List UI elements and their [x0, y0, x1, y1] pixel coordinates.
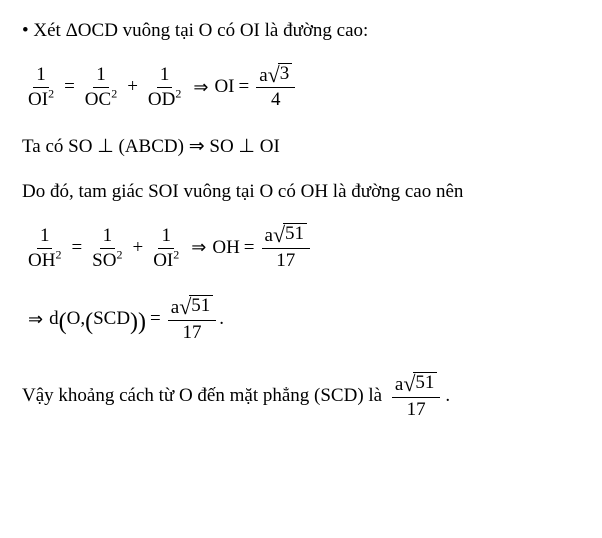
denom-base: SO: [92, 250, 116, 271]
equals: =: [150, 306, 161, 333]
denom-base: OD: [148, 89, 175, 110]
numer: 1: [158, 224, 174, 249]
coef-a: a: [265, 225, 273, 246]
denom: OI2: [150, 249, 182, 273]
numer: a√3: [256, 63, 295, 89]
denom: 4: [268, 88, 284, 112]
period: .: [219, 306, 224, 333]
conclusion-line: Vậy khoảng cách từ O đến mặt phẳng (SCD)…: [22, 372, 580, 422]
denom-base: OH: [28, 250, 55, 271]
equation-3: ⇒ d(O,(SCD)) = a√51 17 .: [22, 295, 580, 345]
distance-d: d: [49, 306, 59, 333]
numer: a√51: [168, 295, 217, 321]
denom-sup: 2: [175, 87, 181, 101]
numer: 1: [100, 224, 116, 249]
perp-line: Ta có SO ⊥ (ABCD) ⇒ SO ⊥ OI: [22, 134, 580, 161]
denom: SO2: [89, 249, 125, 273]
frac-1-over-oi2: 1 OI2: [25, 63, 57, 112]
equation-2: 1 OH2 = 1 SO2 + 1 OI2 ⇒ OH = a√51 17: [22, 223, 580, 273]
denom-sup: 2: [55, 247, 61, 261]
equation-1: 1 OI2 = 1 OC2 + 1 OD2 ⇒ OI = a√3 4: [22, 63, 580, 113]
soi-line: Do đó, tam giác SOI vuông tại O có OH là…: [22, 179, 580, 206]
text-b: (ABCD): [114, 136, 189, 157]
text-d: OI: [255, 136, 280, 157]
coef-a: a: [395, 374, 403, 395]
conclusion-text: Vậy khoảng cách từ O đến mặt phẳng (SCD)…: [22, 385, 387, 406]
intro-line: • Xét ΔOCD vuông tại O có OI là đường ca…: [22, 18, 580, 45]
equals: =: [244, 235, 255, 262]
period: .: [445, 385, 450, 406]
radicand: 51: [283, 223, 307, 245]
frac-asqrt3-over-4: a√3 4: [256, 63, 295, 113]
frac-asqrt51-over-17: a√51 17: [168, 295, 217, 345]
radical-sign: √: [403, 373, 415, 395]
equals: =: [71, 235, 82, 262]
frac-asqrt51-over-17: a√51 17: [262, 223, 311, 273]
denom-sup: 2: [111, 87, 117, 101]
sqrt-51: √51: [403, 372, 437, 394]
text-a: Ta có SO: [22, 136, 97, 157]
oi-label: OI: [214, 74, 234, 101]
implies-arrow: ⇒: [191, 235, 206, 260]
radical-sign: √: [268, 64, 280, 86]
implies-arrow: ⇒: [193, 75, 208, 100]
numer: a√51: [392, 372, 441, 398]
implies-arrow: ⇒: [28, 307, 43, 332]
radicand: 51: [413, 372, 437, 394]
denom: 17: [180, 321, 205, 345]
numer: 1: [33, 63, 49, 88]
denom-base: OC: [85, 89, 111, 110]
perp-symbol: ⊥: [97, 136, 114, 157]
oh-label: OH: [212, 235, 239, 262]
denom: OC2: [82, 88, 120, 112]
denom: 17: [273, 249, 298, 273]
point-o: O: [67, 306, 81, 333]
frac-asqrt51-over-17: a√51 17: [392, 372, 441, 422]
open-paren-2: (: [85, 310, 93, 334]
radical-sign: √: [179, 296, 191, 318]
radicand: 51: [189, 295, 213, 317]
equals: =: [64, 74, 75, 101]
denom: OI2: [25, 88, 57, 112]
denom: OH2: [25, 249, 64, 273]
plus: +: [127, 74, 138, 101]
plus: +: [132, 235, 143, 262]
radical-sign: √: [273, 224, 285, 246]
equals: =: [239, 74, 250, 101]
numer: 1: [93, 63, 109, 88]
denom-base: OI: [28, 89, 48, 110]
open-paren: (: [59, 310, 67, 334]
sqrt-3: √3: [268, 63, 293, 85]
frac-1-over-so2: 1 SO2: [89, 224, 125, 273]
coef-a: a: [171, 297, 179, 318]
frac-1-over-od2: 1 OD2: [145, 63, 184, 112]
coef-a: a: [259, 65, 267, 86]
denom-sup: 2: [48, 87, 54, 101]
denom-base: OI: [153, 250, 173, 271]
sqrt-51: √51: [179, 295, 213, 317]
numer: 1: [157, 63, 173, 88]
numer: 1: [37, 224, 53, 249]
denom: OD2: [145, 88, 184, 112]
plane-scd: SCD: [93, 306, 130, 333]
frac-1-over-oi2: 1 OI2: [150, 224, 182, 273]
denom-sup: 2: [173, 247, 179, 261]
frac-1-over-oh2: 1 OH2: [25, 224, 64, 273]
frac-1-over-oc2: 1 OC2: [82, 63, 120, 112]
perp-symbol: ⊥: [238, 136, 255, 157]
denom-sup: 2: [116, 247, 122, 261]
close-paren-2: ): [130, 310, 138, 334]
denom: 17: [404, 398, 429, 422]
bullet: •: [22, 20, 29, 41]
intro-text: Xét ΔOCD vuông tại O có OI là đường cao:: [29, 20, 369, 41]
inline-fraction: a√51 17: [389, 372, 444, 422]
close-paren: ): [138, 310, 146, 334]
numer: a√51: [262, 223, 311, 249]
implies-arrow: ⇒: [189, 136, 205, 157]
sqrt-51: √51: [273, 223, 307, 245]
text-c: SO: [205, 136, 239, 157]
